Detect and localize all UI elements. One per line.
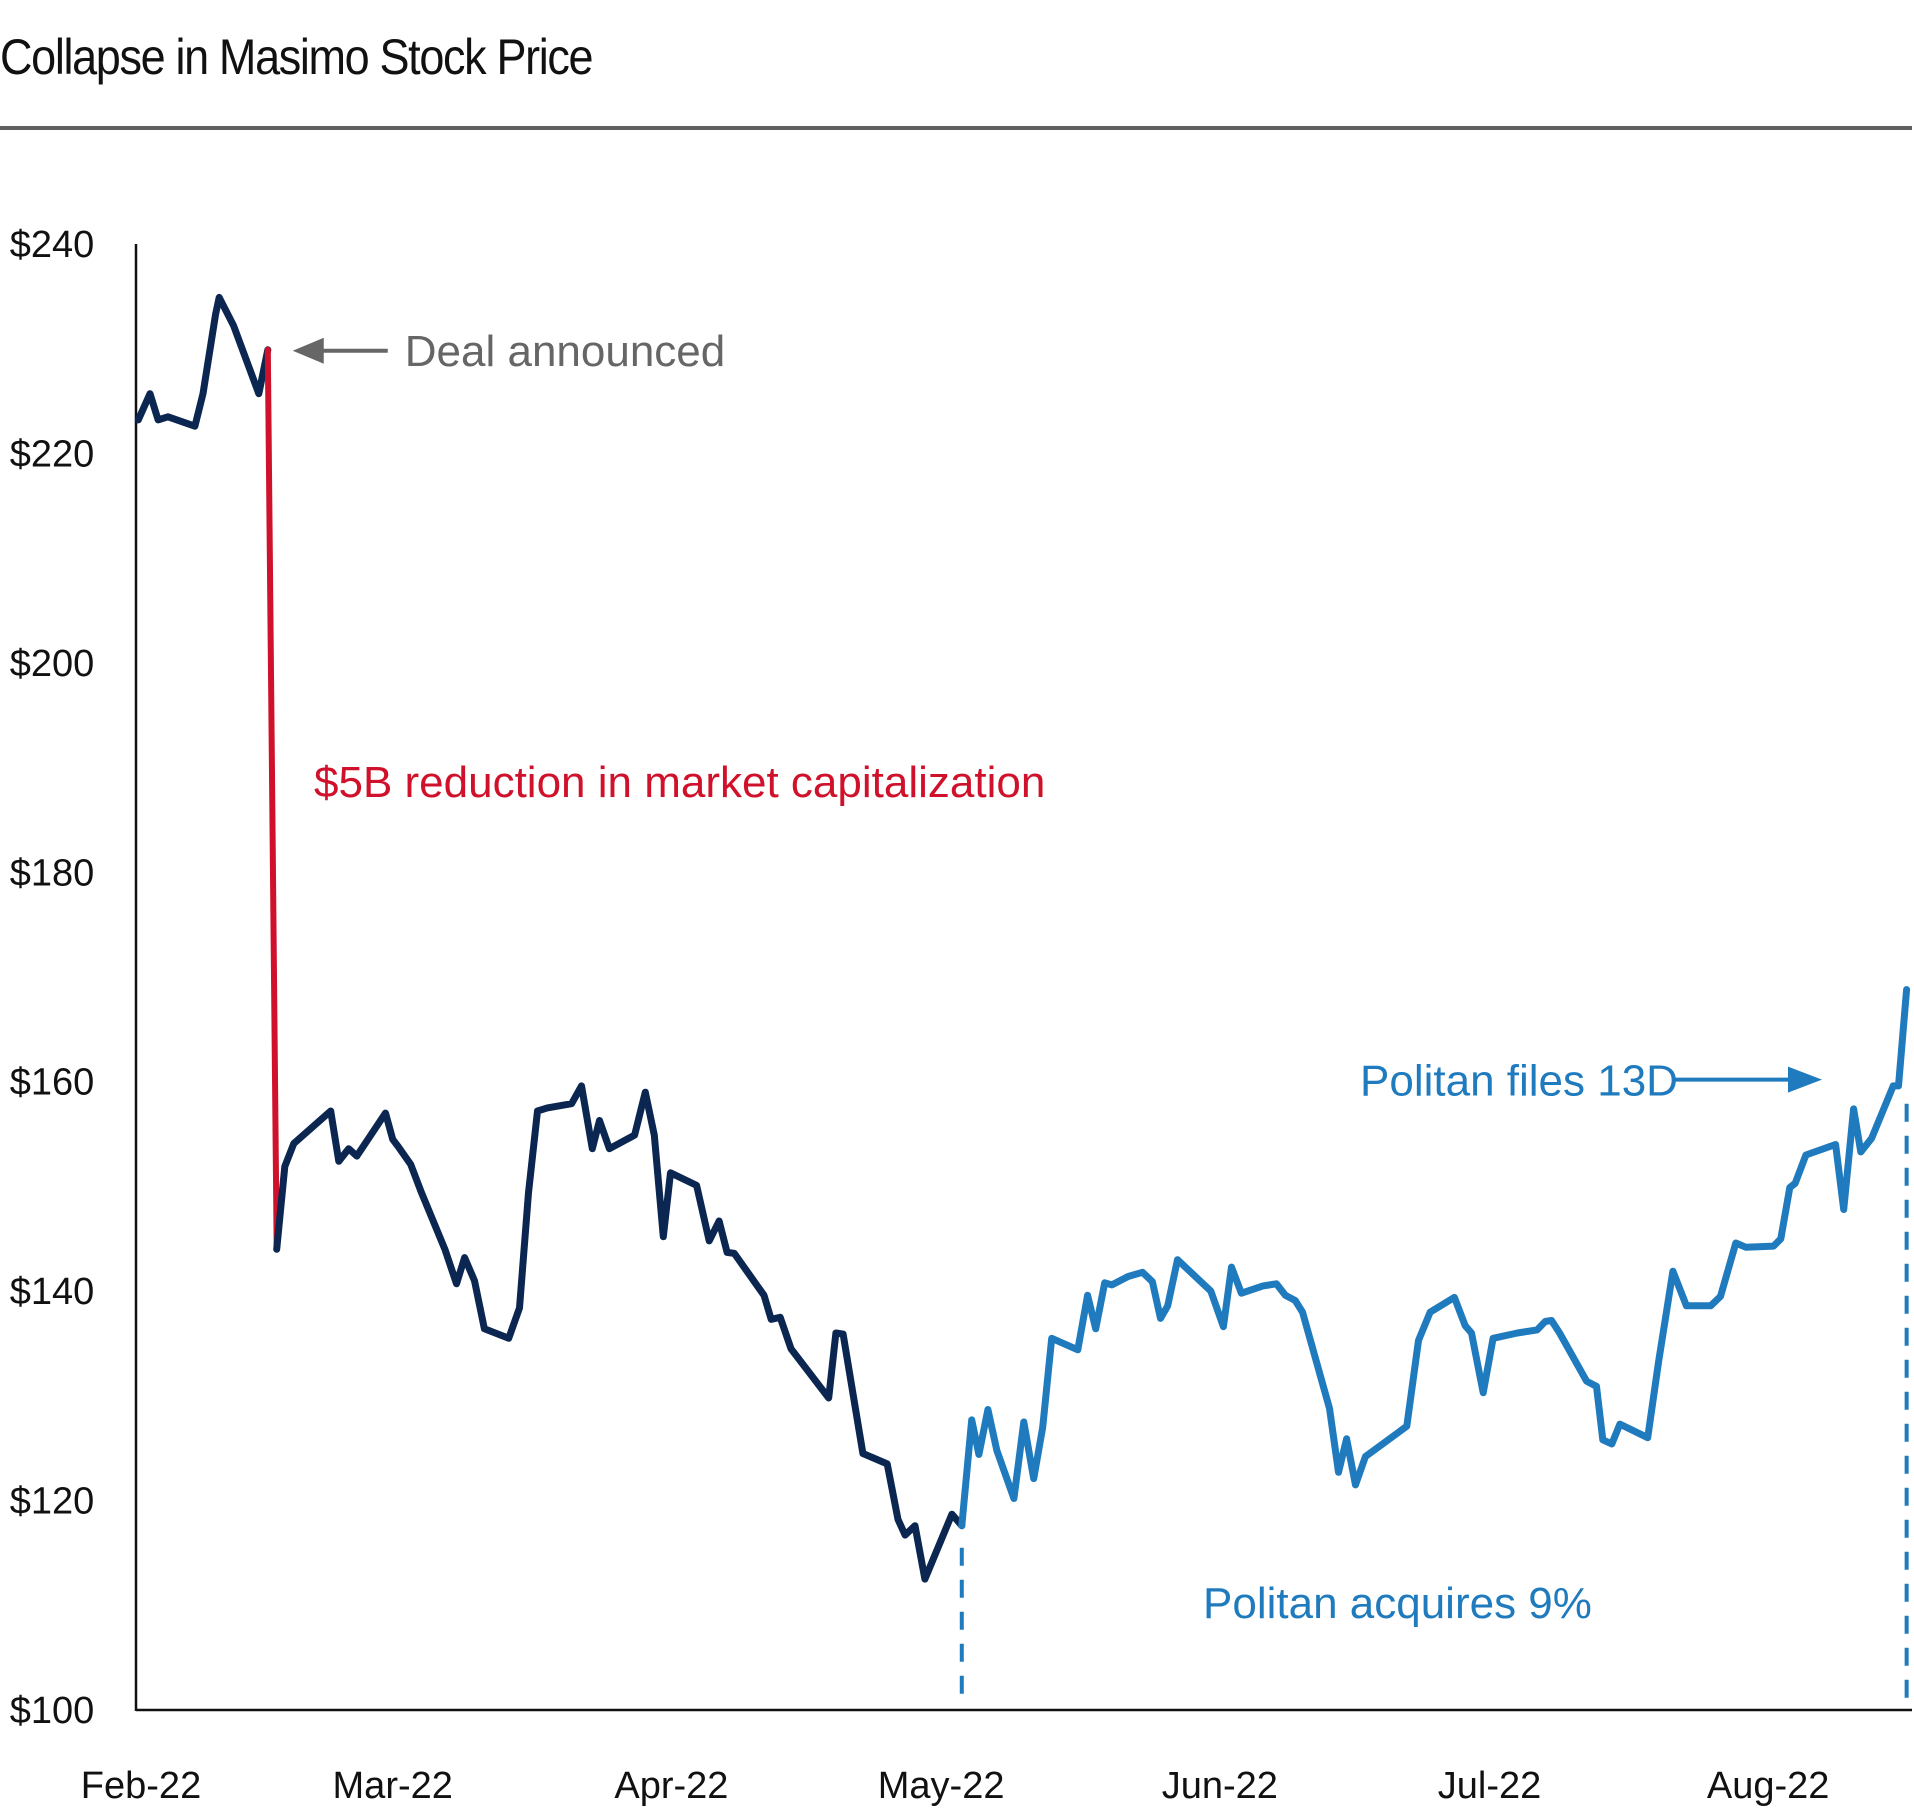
politan-acquires-label: Politan acquires 9%	[1203, 1579, 1592, 1628]
event-markers	[959, 1103, 1909, 1704]
y-tick-label: $100	[10, 1690, 95, 1732]
annotations-group: Deal announced $5B reduction in market c…	[292, 327, 1822, 1628]
politan-13d-arrowhead	[1788, 1066, 1822, 1093]
y-tick-label: $180	[10, 852, 95, 894]
x-axis-ticks: Feb-22 Mar-22 Apr-22 May-22 Jun-22 Jul-22 Aug-…	[81, 1765, 1830, 1807]
x-tick-label: Apr-22	[614, 1765, 728, 1807]
x-tick-label: Aug-22	[1707, 1765, 1830, 1807]
x-tick-label: Jun-22	[1162, 1765, 1278, 1807]
price-line-pre-deal	[134, 293, 272, 430]
y-tick-label: $120	[10, 1481, 95, 1523]
x-tick-label: Mar-22	[333, 1765, 453, 1807]
price-line-post-deal	[273, 1082, 966, 1583]
chart-title: Collapse in Masimo Stock Price	[0, 29, 594, 85]
politan-13d-label: Politan files 13D	[1360, 1057, 1678, 1106]
market-cap-reduction-label: $5B reduction in market capitalization	[314, 758, 1045, 807]
y-tick-label: $160	[10, 1062, 95, 1104]
series-group	[134, 293, 1911, 1583]
deal-drop-line	[264, 346, 280, 1253]
deal-announced-label: Deal announced	[405, 327, 725, 376]
y-tick-label: $240	[10, 224, 95, 266]
y-tick-label: $220	[10, 433, 95, 475]
x-tick-label: May-22	[878, 1765, 1005, 1807]
y-tick-label: $200	[10, 643, 95, 685]
x-tick-label: Jul-22	[1438, 1765, 1542, 1807]
x-tick-label: Feb-22	[81, 1765, 201, 1807]
y-axis-ticks: $100 $120 $140 $160 $180 $200 $220 $240	[10, 224, 95, 1732]
title-divider	[0, 126, 1912, 130]
price-line-post-politan	[958, 986, 1911, 1530]
deal-announced-arrowhead	[292, 337, 324, 364]
y-tick-label: $140	[10, 1271, 95, 1313]
